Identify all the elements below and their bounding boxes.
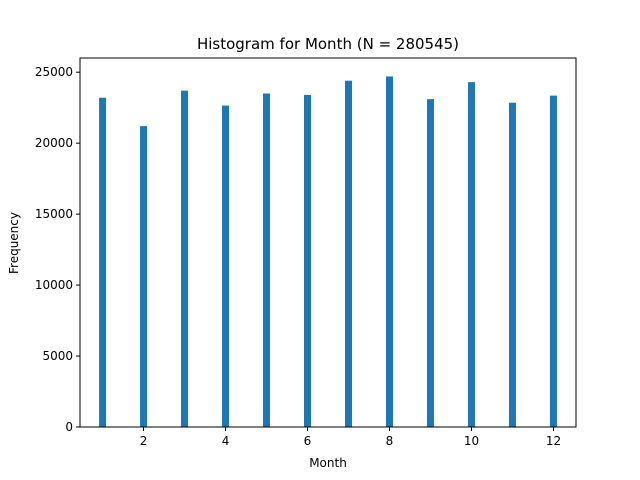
y-tick-label-0: 0 [65, 420, 73, 434]
bar-month-11 [508, 102, 516, 428]
bar-month-1 [99, 97, 107, 428]
y-tick-label-25000: 25000 [35, 65, 73, 79]
x-axis-label: Month [309, 456, 347, 470]
bar-month-6 [304, 94, 311, 428]
x-axis-ticks: 2 4 6 8 10 12 [140, 427, 561, 448]
bar-month-4 [222, 105, 230, 427]
bar-month-9 [426, 99, 434, 427]
bar-month-2 [140, 126, 148, 428]
bar-month-3 [181, 90, 189, 427]
y-tick-label-5000: 5000 [42, 349, 73, 363]
bar-month-12 [549, 95, 557, 428]
bar-month-7 [345, 80, 352, 428]
bar-month-8 [385, 76, 393, 427]
y-axis-ticks: 0 5000 10000 15000 20000 25000 [35, 65, 80, 434]
y-tick-label-10000: 10000 [35, 278, 73, 292]
bars-group [99, 76, 557, 428]
x-tick-label-4: 4 [222, 434, 230, 448]
chart-title: Histogram for Month (N = 280545) [197, 35, 459, 53]
x-tick-label-6: 6 [304, 434, 312, 448]
x-tick-label-2: 2 [140, 434, 148, 448]
x-tick-label-12: 12 [546, 434, 561, 448]
bar-month-5 [263, 93, 271, 427]
x-tick-label-10: 10 [464, 434, 479, 448]
y-tick-label-15000: 15000 [35, 207, 73, 221]
y-tick-label-20000: 20000 [35, 136, 73, 150]
y-axis-label: Frequency [7, 212, 21, 274]
x-tick-label-8: 8 [386, 434, 394, 448]
bar-month-10 [467, 82, 475, 427]
plot-frame [79, 57, 577, 428]
